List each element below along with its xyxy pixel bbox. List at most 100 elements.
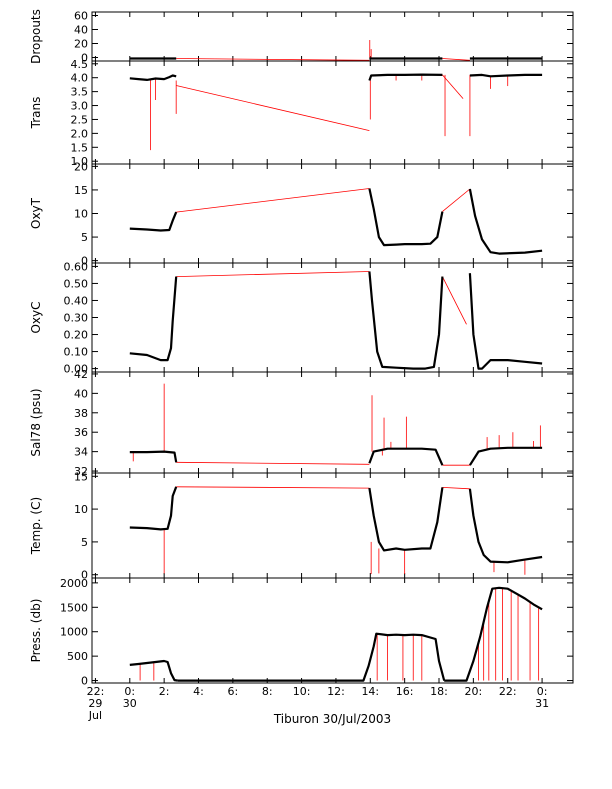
y-axis-label: Temp. (C) [29,497,43,555]
x-tick-label: 10: [293,685,311,698]
panel-data [129,586,543,682]
data-series-line [368,487,444,552]
y-tick-label: 1000 [60,626,88,639]
y-tick-label: 0.00 [64,363,89,376]
y-tick-label: 0 [81,52,88,65]
y-tick-label: 2.0 [71,127,89,140]
data-series-line [129,486,178,531]
y-tick-label: 1.5 [71,141,89,154]
data-series-line [177,632,446,682]
panel-data [129,73,543,151]
interpolated-line [442,188,471,212]
data-series-line [368,188,444,247]
y-tick-label: 0 [81,569,88,582]
y-tick-label: 15 [74,470,88,483]
x-tick-label: 22: [499,685,517,698]
data-series-line [469,73,543,78]
y-tick-label: 3.0 [71,100,89,113]
interpolated-line [442,74,464,99]
y-tick-label: 36 [74,426,88,439]
x-tick-label: 2: [159,685,170,698]
data-series-line [129,276,178,362]
y-tick-label: 10 [74,503,88,516]
y-tick-label: 500 [67,650,88,663]
x-tick-label: 22: [87,685,105,698]
panel-frame [91,163,574,264]
x-tick-label: 20: [465,685,483,698]
panel-5: 0 5 10 15 Temp. (C) [29,470,574,582]
x-tick-label: 0: [124,685,135,698]
x-tick-label: 0: [537,685,548,698]
panel-frame [91,577,574,684]
y-tick-label: 0.40 [64,294,89,307]
interpolated-line [176,85,370,131]
y-tick-label: 20 [74,38,88,51]
y-axis-label: Dropouts [29,9,43,64]
y-tick-label: 4.5 [71,58,89,71]
data-series-line [368,447,444,466]
interpolated-line [176,271,370,277]
y-tick-label: 60 [74,10,88,23]
data-series-line [468,273,543,370]
y-tick-label: 40 [74,387,88,400]
data-series-line [468,488,543,564]
interpolated-line [176,461,370,465]
y-tick-label: 4.0 [71,72,89,85]
interpolated-line [442,276,467,325]
panel-frame [91,11,574,62]
data-series-line [129,74,177,82]
data-series-line [468,446,543,466]
x-tick-label: 12: [327,685,345,698]
y-axis-label: Sal78 (psu) [29,388,43,456]
y-tick-label: 5 [81,231,88,244]
panel-frame [91,262,574,373]
y-tick-label: 0 [81,255,88,268]
y-tick-label: 0.60 [64,260,89,273]
y-tick-label: 1.0 [71,155,89,168]
y-tick-label: 0.10 [64,346,89,359]
interpolated-line [442,487,470,490]
y-tick-label: 0.30 [64,312,89,325]
x-tick-label: 30 [123,697,137,710]
panel-4: 32 34 36 38 40 42 Sal78 (psu) [29,368,574,478]
y-axis-label: Trans [29,97,43,130]
interpolated-line [176,486,370,489]
x-tick-label: 31 [535,697,549,710]
y-tick-label: 0.50 [64,277,89,290]
panel-6: 0 500 1000 1500 2000 Press. (db) [29,577,574,688]
y-tick-label: 1500 [60,601,88,614]
x-tick-label: 29 [88,697,102,710]
x-tick-label: 14: [361,685,379,698]
panel-data [129,383,543,466]
data-series-line [444,586,543,682]
y-tick-label: 10 [74,208,88,221]
y-tick-label: 42 [74,368,88,381]
y-axis-label: OxyT [29,197,43,229]
interpolated-line [442,58,470,61]
data-series-line [129,211,178,232]
panel-data [129,188,543,255]
data-series-line [129,659,179,682]
y-tick-label: 32 [74,465,88,478]
y-tick-label: 2.5 [71,113,89,126]
panel-1: 1.01.52.02.53.03.54.04.5 Trans [29,58,574,168]
y-axis-label: OxyC [29,301,43,333]
y-tick-label: 0.20 [64,329,89,342]
y-axis-label: Press. (db) [29,599,43,663]
x-tick-label: 4: [193,685,204,698]
panel-data [129,40,543,61]
x-tick-label: 8: [262,685,273,698]
interpolated-line [176,58,370,61]
x-tick-label: Jul [88,709,102,722]
x-tick-label: 6: [228,685,239,698]
y-tick-label: 15 [74,184,88,197]
interpolated-line [176,188,370,213]
data-series-line [368,271,444,370]
x-tick-label: 18: [430,685,448,698]
y-tick-label: 40 [74,24,88,37]
y-tick-label: 34 [74,446,88,459]
data-series-line [468,188,543,255]
x-axis-label: Tiburon 30/Jul/2003 [273,712,391,726]
